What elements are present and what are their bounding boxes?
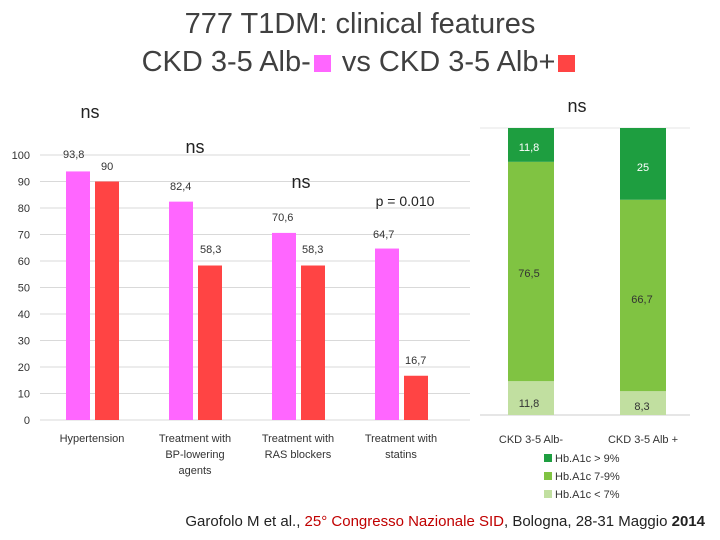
- y-tick-label: 100: [12, 150, 30, 162]
- stack-data-label: 66,7: [631, 294, 652, 306]
- stacked-segment: [620, 391, 666, 415]
- category-label: Treatment with: [262, 433, 334, 445]
- category-label: RAS blockers: [265, 449, 332, 461]
- stack-data-label: 11,8: [519, 142, 540, 154]
- y-tick-label: 50: [18, 283, 30, 295]
- alb-neg-color-square: [313, 55, 331, 72]
- significance-annotation: p = 0.010: [376, 193, 435, 209]
- data-label-alb-pos: 90: [101, 161, 113, 173]
- data-label-alb-neg: 82,4: [170, 181, 191, 193]
- legend-swatch: [544, 472, 552, 480]
- legend-swatch: [544, 454, 552, 462]
- chart-title-line1: 777 T1DM: clinical features: [184, 8, 536, 40]
- bar-alb-neg: [375, 248, 399, 420]
- bar-alb-pos: [301, 265, 325, 420]
- alb-pos-color-square: [558, 55, 576, 72]
- stacked-segment: [508, 128, 554, 162]
- category-label: Hypertension: [60, 433, 125, 445]
- data-label-alb-neg: 93,8: [63, 149, 84, 161]
- y-tick-label: 90: [18, 177, 30, 189]
- stacked-segment: [620, 128, 666, 200]
- citation-year: 2014: [671, 513, 705, 530]
- y-tick-label: 70: [18, 230, 30, 242]
- bar-alb-neg: [66, 171, 90, 420]
- category-label: statins: [385, 449, 417, 461]
- citation-congress: 25° Congresso Nazionale SID: [304, 513, 504, 530]
- stack-significance-annotation: ns: [567, 96, 586, 116]
- data-label-alb-neg: 64,7: [373, 229, 394, 241]
- bar-alb-pos: [404, 375, 428, 420]
- citation-place: , Bologna, 28-31 Maggio: [504, 513, 672, 530]
- significance-annotation: ns: [80, 102, 99, 122]
- y-tick-label: 0: [24, 415, 30, 427]
- legend-label: Hb.A1c 7-9%: [555, 471, 620, 483]
- category-label: Treatment with: [159, 433, 231, 445]
- legend-label: Hb.A1c > 9%: [555, 453, 620, 465]
- title-alb-neg: CKD 3-5 Alb-: [141, 46, 311, 78]
- stack-data-label: 11,8: [519, 398, 540, 410]
- significance-annotation: ns: [185, 137, 204, 157]
- y-tick-label: 60: [18, 256, 30, 268]
- stacked-segment: [508, 381, 554, 415]
- y-tick-label: 30: [18, 336, 30, 348]
- citation-author: Garofolo M et al.,: [185, 513, 305, 530]
- bar-alb-neg: [169, 201, 193, 420]
- legend-swatch: [544, 490, 552, 498]
- significance-annotation: ns: [291, 172, 310, 192]
- stacked-segment: [508, 161, 554, 382]
- data-label-alb-pos: 58,3: [200, 244, 221, 256]
- citation-footer: Garofolo M et al., 25° Congresso Naziona…: [0, 513, 705, 530]
- stack-category-label: CKD 3-5 Alb +: [608, 434, 678, 446]
- y-tick-label: 40: [18, 309, 30, 321]
- stack-data-label: 25: [637, 162, 649, 174]
- data-label-alb-neg: 70,6: [272, 212, 293, 224]
- chart-title-line2: CKD 3-5 Alb- vs CKD 3-5 Alb+: [0, 46, 720, 79]
- y-tick-label: 80: [18, 203, 30, 215]
- y-tick-label: 20: [18, 362, 30, 374]
- data-label-alb-pos: 16,7: [405, 355, 426, 367]
- title-alb-pos: vs CKD 3-5 Alb+: [341, 46, 556, 78]
- bar-alb-pos: [95, 181, 119, 420]
- bar-alb-neg: [272, 232, 296, 420]
- stack-data-label: 8,3: [634, 401, 649, 413]
- legend-label: Hb.A1c < 7%: [555, 489, 620, 501]
- category-label: agents: [178, 465, 212, 477]
- data-label-alb-pos: 58,3: [302, 244, 323, 256]
- stack-data-label: 76,5: [518, 268, 539, 280]
- stack-category-label: CKD 3-5 Alb-: [499, 434, 564, 446]
- y-tick-label: 10: [18, 389, 30, 401]
- category-label: BP-lowering: [165, 449, 224, 461]
- bar-alb-pos: [198, 265, 222, 420]
- category-label: Treatment with: [365, 433, 437, 445]
- stacked-segment: [620, 199, 666, 392]
